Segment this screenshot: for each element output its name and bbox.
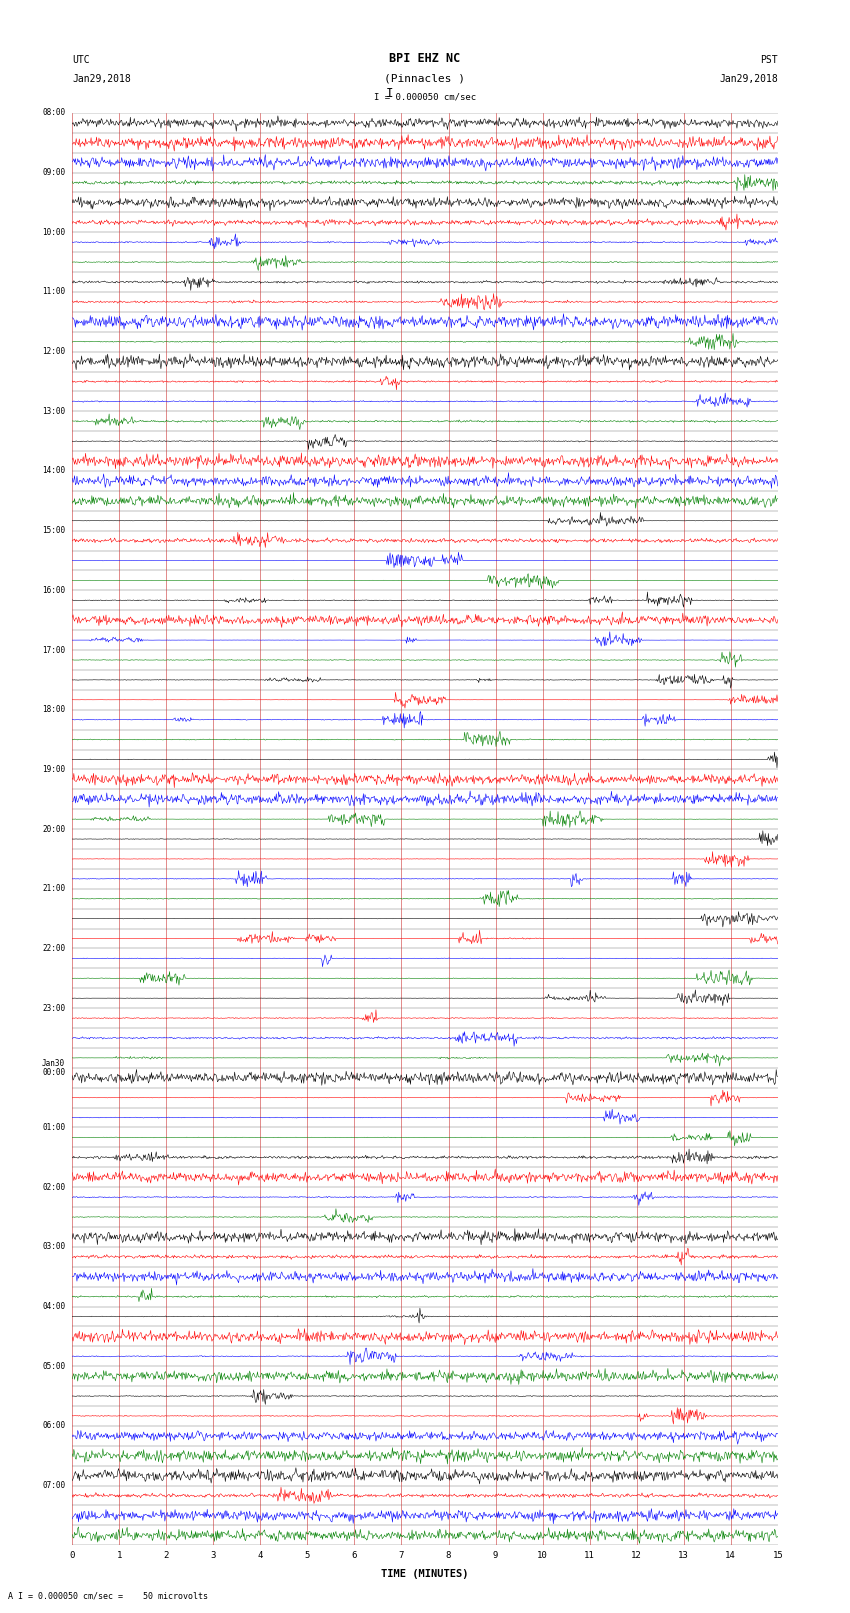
Text: 9: 9 [493,1552,498,1560]
Text: 07:00: 07:00 [42,1481,65,1490]
Text: (Pinnacles ): (Pinnacles ) [384,74,466,84]
Text: 15: 15 [773,1552,783,1560]
Text: TIME (MINUTES): TIME (MINUTES) [382,1569,468,1579]
Text: Jan29,2018: Jan29,2018 [72,74,131,84]
Text: 12: 12 [632,1552,642,1560]
Text: 17:00: 17:00 [42,645,65,655]
Text: 20:00: 20:00 [42,824,65,834]
Text: 6: 6 [352,1552,357,1560]
Text: 0: 0 [70,1552,75,1560]
Text: BPI EHZ NC: BPI EHZ NC [389,52,461,65]
Text: 08:00: 08:00 [42,108,65,118]
Text: 13:00: 13:00 [42,406,65,416]
Text: 10:00: 10:00 [42,227,65,237]
Text: 1: 1 [116,1552,122,1560]
Text: Jan29,2018: Jan29,2018 [719,74,778,84]
Text: 03:00: 03:00 [42,1242,65,1252]
Text: 5: 5 [305,1552,310,1560]
Text: 19:00: 19:00 [42,765,65,774]
Text: 10: 10 [537,1552,548,1560]
Text: 3: 3 [211,1552,216,1560]
Text: UTC: UTC [72,55,90,65]
Text: 02:00: 02:00 [42,1182,65,1192]
Text: 14:00: 14:00 [42,466,65,476]
Text: 18:00: 18:00 [42,705,65,715]
Text: Jan30: Jan30 [42,1058,65,1068]
Text: 2: 2 [164,1552,169,1560]
Text: 05:00: 05:00 [42,1361,65,1371]
Text: 7: 7 [399,1552,404,1560]
Text: 12:00: 12:00 [42,347,65,356]
Text: A I = 0.000050 cm/sec =    50 microvolts: A I = 0.000050 cm/sec = 50 microvolts [8,1590,208,1600]
Text: 14: 14 [725,1552,736,1560]
Text: 09:00: 09:00 [42,168,65,177]
Text: 11: 11 [584,1552,595,1560]
Text: PST: PST [760,55,778,65]
Text: 15:00: 15:00 [42,526,65,536]
Text: I = 0.000050 cm/sec: I = 0.000050 cm/sec [374,92,476,102]
Text: 00:00: 00:00 [42,1068,65,1077]
Text: 06:00: 06:00 [42,1421,65,1431]
Text: 16:00: 16:00 [42,586,65,595]
Text: 13: 13 [678,1552,689,1560]
Text: 11:00: 11:00 [42,287,65,297]
Text: I: I [386,87,393,100]
Text: 21:00: 21:00 [42,884,65,894]
Text: 01:00: 01:00 [42,1123,65,1132]
Text: 4: 4 [258,1552,263,1560]
Text: 22:00: 22:00 [42,944,65,953]
Text: 04:00: 04:00 [42,1302,65,1311]
Text: 23:00: 23:00 [42,1003,65,1013]
Text: 8: 8 [446,1552,451,1560]
